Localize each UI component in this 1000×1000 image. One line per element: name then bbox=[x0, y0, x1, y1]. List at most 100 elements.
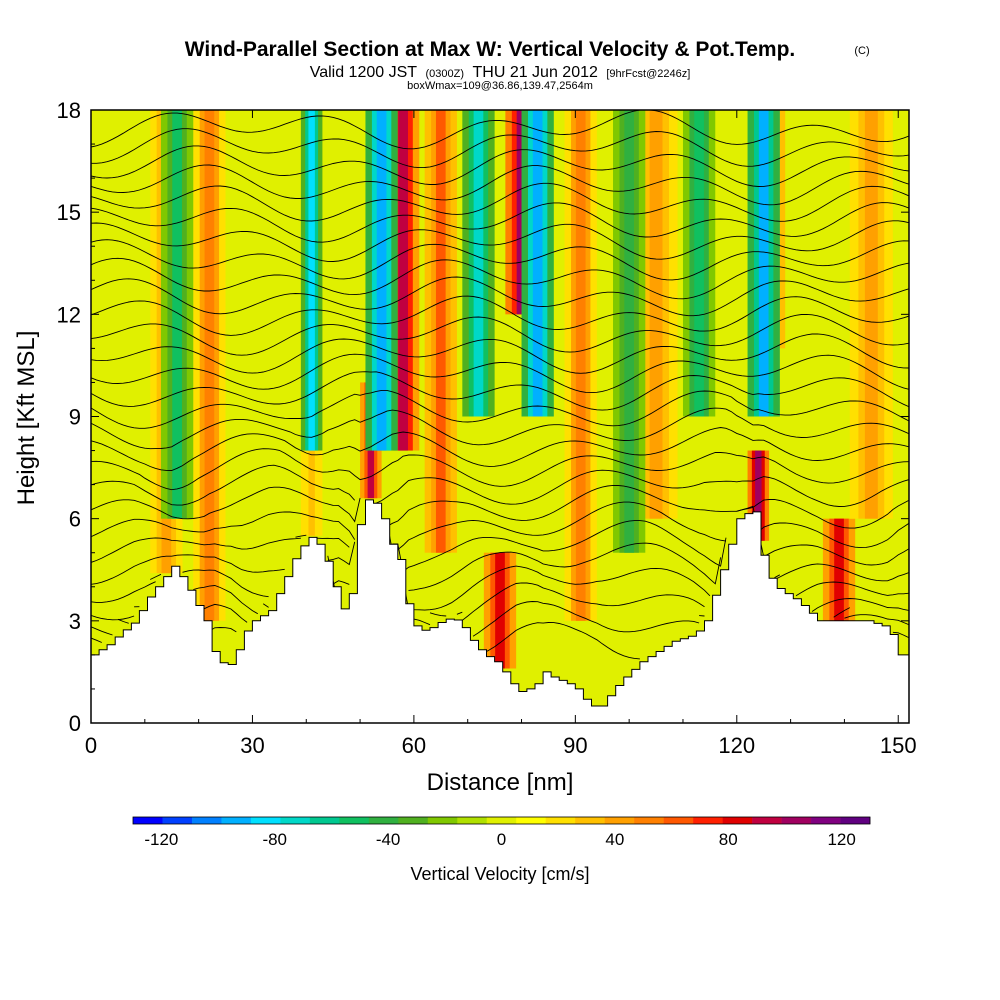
updraft-core bbox=[834, 518, 844, 621]
colorbar-tick-label: 40 bbox=[605, 830, 624, 849]
x-tick-label: 0 bbox=[85, 733, 97, 758]
colorbar-swatch bbox=[840, 817, 871, 824]
x-tick-label: 120 bbox=[718, 733, 755, 758]
colorbar-swatch bbox=[191, 817, 222, 824]
theta-contour bbox=[91, 607, 909, 660]
theta-contour bbox=[91, 257, 909, 300]
colorbar-swatch bbox=[722, 817, 753, 824]
subtitle-box-max: boxWmax=109@36.86,139.47,2564m bbox=[407, 80, 593, 92]
potential-temperature-contours bbox=[91, 110, 909, 660]
colorbar-tick-label: 120 bbox=[827, 830, 855, 849]
theta-contour bbox=[91, 333, 909, 374]
theta-contour bbox=[91, 239, 909, 281]
theta-contour bbox=[91, 407, 909, 450]
chart-title: Wind-Parallel Section at Max W: Vertical… bbox=[185, 38, 796, 61]
theta-contour bbox=[91, 353, 909, 394]
colorbar-frame bbox=[132, 816, 871, 825]
downdraft-core bbox=[624, 110, 635, 553]
colorbar-tick-label: -80 bbox=[262, 830, 287, 849]
y-tick-label: 9 bbox=[69, 405, 81, 430]
colorbar-ticks: -120 -80 -40 0 40 80 120 bbox=[144, 830, 856, 849]
downdraft-core bbox=[758, 110, 769, 417]
copyright-mark: (C) bbox=[854, 45, 869, 57]
theta-contour bbox=[91, 313, 909, 356]
updraft-core bbox=[755, 450, 762, 541]
colorbar-swatch bbox=[250, 817, 281, 824]
theta-contour bbox=[91, 182, 909, 222]
colorbar-swatch bbox=[693, 817, 723, 824]
theta-contour bbox=[91, 534, 909, 591]
colorbar-swatch bbox=[781, 817, 812, 824]
theta-contour bbox=[91, 464, 909, 507]
colorbar-swatch bbox=[486, 817, 517, 824]
theta-contour bbox=[91, 427, 909, 471]
updraft-core bbox=[435, 110, 446, 553]
subtitle-date: THU 21 Jun 2012 bbox=[472, 64, 598, 81]
colorbar-tick-label: -40 bbox=[376, 830, 401, 849]
colorbar-swatch bbox=[516, 817, 547, 824]
theta-contour bbox=[91, 389, 909, 429]
theta-contour bbox=[91, 448, 909, 491]
theta-contour bbox=[91, 501, 909, 552]
colorbar-swatch bbox=[663, 817, 694, 824]
colorbar-swatch bbox=[339, 817, 370, 824]
y-tick-label: 18 bbox=[57, 98, 81, 123]
colorbar-swatch bbox=[457, 817, 488, 824]
y-tick-label: 15 bbox=[57, 200, 81, 225]
y-axis-label: Height [Kft MSL] bbox=[13, 331, 40, 506]
colorbar-swatch bbox=[545, 817, 576, 824]
colorbar-swatch bbox=[133, 817, 163, 824]
downdraft-core bbox=[532, 110, 543, 417]
x-tick-label: 90 bbox=[563, 733, 587, 758]
x-axis-ticks: 0 30 60 90 120 150 bbox=[85, 110, 917, 758]
colorbar-swatch bbox=[368, 817, 399, 824]
theta-contour bbox=[91, 484, 909, 529]
theta-contour bbox=[91, 202, 909, 243]
chart-subtitle: Valid 1200 JST (0300Z) THU 21 Jun 2012 [… bbox=[310, 64, 691, 81]
updraft-core bbox=[575, 110, 586, 621]
updraft-core bbox=[864, 110, 878, 519]
downdraft-core bbox=[308, 110, 315, 451]
y-axis-ticks: 0 3 6 9 12 15 18 bbox=[57, 98, 909, 736]
colorbar-swatch bbox=[634, 817, 664, 824]
theta-contour bbox=[91, 555, 909, 611]
downdraft-core bbox=[694, 110, 704, 417]
colorbar-swatch bbox=[752, 817, 782, 824]
terrain-profile bbox=[91, 499, 909, 723]
colorbar-swatch bbox=[811, 817, 841, 824]
downdraft-core bbox=[376, 110, 387, 451]
updraft-core bbox=[495, 552, 505, 669]
x-axis-label: Distance [nm] bbox=[427, 769, 574, 796]
colorbar-tick-label: -120 bbox=[144, 830, 178, 849]
theta-contour bbox=[91, 371, 909, 411]
subtitle-forecast: [9hrFcst@2246z] bbox=[606, 68, 690, 80]
downdraft-core bbox=[172, 110, 182, 519]
colorbar-tick-label: 80 bbox=[719, 830, 738, 849]
updraft-core bbox=[649, 110, 663, 519]
theta-contour bbox=[91, 164, 909, 206]
theta-contour bbox=[91, 145, 909, 187]
theta-contour bbox=[91, 110, 909, 150]
downdraft-core bbox=[473, 110, 484, 417]
updraft-core bbox=[398, 110, 408, 451]
colorbar-swatch bbox=[309, 817, 340, 824]
colorbar-tick-label: 0 bbox=[497, 830, 506, 849]
theta-contour bbox=[91, 295, 909, 336]
colorbar-swatch bbox=[162, 817, 193, 824]
subtitle-utc: (0300Z) bbox=[426, 68, 465, 80]
colorbar-label: Vertical Velocity [cm/s] bbox=[410, 864, 589, 884]
x-tick-label: 30 bbox=[240, 733, 264, 758]
y-tick-label: 0 bbox=[69, 711, 81, 736]
colorbar-swatch bbox=[604, 817, 635, 824]
colorbar-swatch bbox=[398, 817, 429, 824]
subtitle-valid: Valid 1200 JST bbox=[310, 64, 418, 81]
theta-contour bbox=[91, 128, 909, 169]
updraft-core bbox=[204, 110, 215, 621]
theta-contour bbox=[91, 601, 909, 637]
colorbar-swatch bbox=[221, 817, 252, 824]
y-tick-label: 3 bbox=[69, 609, 81, 634]
theta-contour bbox=[91, 220, 909, 262]
colorbar-swatch bbox=[280, 817, 311, 824]
colorbar bbox=[132, 816, 871, 825]
